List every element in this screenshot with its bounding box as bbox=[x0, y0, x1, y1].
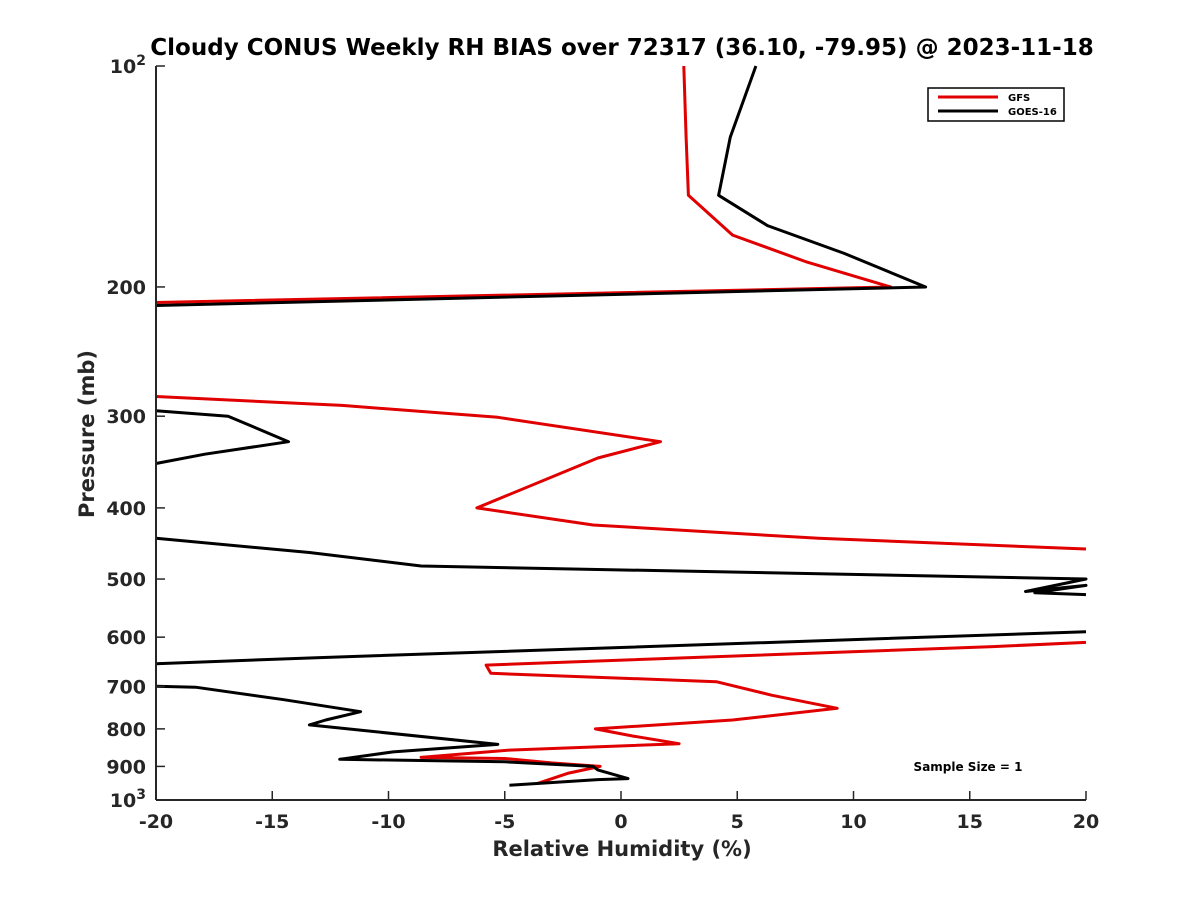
x-axis-label: Relative Humidity (%) bbox=[492, 837, 751, 861]
legend-box bbox=[927, 87, 1065, 122]
x-tick-label: -10 bbox=[371, 811, 405, 833]
series-line-gfs-1 bbox=[155, 65, 893, 304]
series-line-goes-16-4 bbox=[155, 630, 1087, 666]
sample-size-annotation: Sample Size = 1 bbox=[914, 760, 1023, 774]
x-tick-label: 15 bbox=[957, 811, 983, 833]
y-tick-label: 103 bbox=[110, 787, 146, 812]
x-tick-label: -5 bbox=[494, 811, 515, 833]
y-tick-label: 600 bbox=[106, 627, 146, 649]
y-tick-label: 500 bbox=[106, 569, 146, 591]
x-tick-label: -15 bbox=[255, 811, 289, 833]
legend-entry: GFS bbox=[1008, 93, 1030, 104]
series-line-goes-16-3 bbox=[155, 536, 1088, 597]
series-line-goes-16-5 bbox=[155, 684, 630, 787]
series-line-goes-16-2 bbox=[155, 409, 290, 465]
y-tick-label: 700 bbox=[106, 676, 146, 698]
x-tick-label: -20 bbox=[139, 811, 173, 833]
y-axis-label: Pressure (mb) bbox=[75, 350, 99, 518]
y-tick-label: 102 bbox=[110, 53, 146, 78]
y-tick-label: 900 bbox=[106, 756, 146, 778]
y-tick-label: 200 bbox=[106, 277, 146, 299]
y-tick-label: 800 bbox=[106, 719, 146, 741]
x-tick-label: 10 bbox=[840, 811, 866, 833]
x-tick-label: 5 bbox=[731, 811, 744, 833]
legend: GFS GOES-16 bbox=[927, 87, 1065, 122]
chart-title: Cloudy CONUS Weekly RH BIAS over 72317 (… bbox=[150, 35, 1093, 61]
axes: -20 -15 -10 -5 0 5 10 15 20 102 200 300 400 500 600 700… bbox=[106, 53, 1099, 833]
legend-entry: GOES-16 bbox=[1008, 107, 1057, 118]
series-lines bbox=[155, 65, 1088, 787]
x-tick-label: 20 bbox=[1073, 811, 1099, 833]
series-line-gfs-2 bbox=[155, 395, 1087, 551]
y-tick-label: 300 bbox=[106, 406, 146, 428]
y-tick-label: 400 bbox=[106, 498, 146, 520]
x-tick-label: 0 bbox=[614, 811, 627, 833]
series-line-goes-16-1 bbox=[155, 65, 928, 307]
